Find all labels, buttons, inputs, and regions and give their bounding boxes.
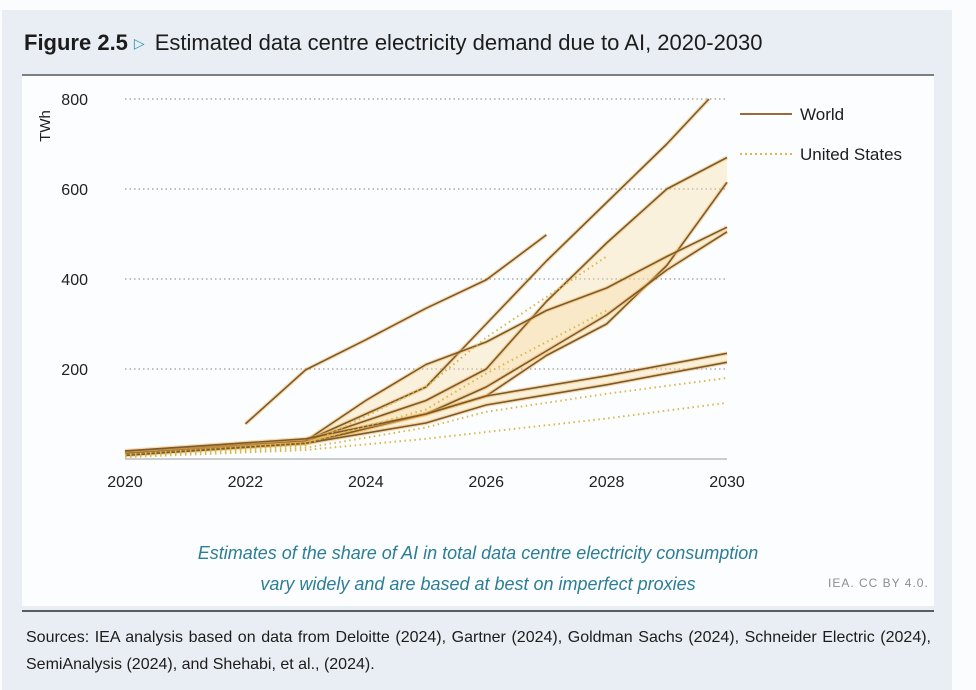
triangle-right-icon: ▷ [133,35,145,51]
figure-label: Figure 2.5 [24,30,128,55]
y-tick-label: 800 [61,92,88,109]
range-band [125,227,727,454]
callout-line-2: vary widely and are based at best on imp… [260,574,696,594]
series-line-world [124,352,728,452]
x-tick-label: 2026 [468,474,504,491]
y-tick-label: 200 [61,362,88,379]
series-line-world [124,98,710,454]
series-line-world [124,231,728,455]
header-divider [22,74,934,76]
x-tick-label: 2028 [589,474,625,491]
x-tick-label: 2022 [228,474,264,491]
figure-title: Estimated data centre electricity demand… [154,30,763,55]
legend-label-us: United States [800,145,902,164]
line-chart: TWh 200 400 600 800 2020 2022 2024 2026 2028 203… [37,92,902,491]
legend: World United States [740,105,902,164]
series-line-world [124,226,728,454]
series-line-united-states [124,401,728,459]
range-band [125,157,727,454]
callout-line-1: Estimates of the share of AI in total da… [197,543,759,563]
series-line-world [244,234,547,425]
sources-note: Sources: IEA analysis based on data from… [26,629,931,673]
chart-area: TWh 200 400 600 800 2020 2022 2024 2026 2028 203… [22,76,934,606]
series-line-united-states [124,309,608,456]
y-tick-label: 400 [61,272,88,289]
x-tick-label: 2020 [107,474,143,491]
series-line-united-states [124,255,608,457]
callout: Estimates of the share of AI in total da… [22,538,934,600]
credit-text: IEA. CC BY 4.0. [828,576,929,590]
x-tick-label: 2024 [348,474,384,491]
legend-label-world: World [800,105,844,124]
series-line-united-states [124,377,728,458]
x-tick-label: 2030 [709,474,745,491]
y-axis-label: TWh [37,110,54,142]
footer-divider [22,610,934,612]
y-tick-label: 600 [61,182,88,199]
figure-header: Figure 2.5 ▷ Estimated data centre electri… [24,30,763,56]
